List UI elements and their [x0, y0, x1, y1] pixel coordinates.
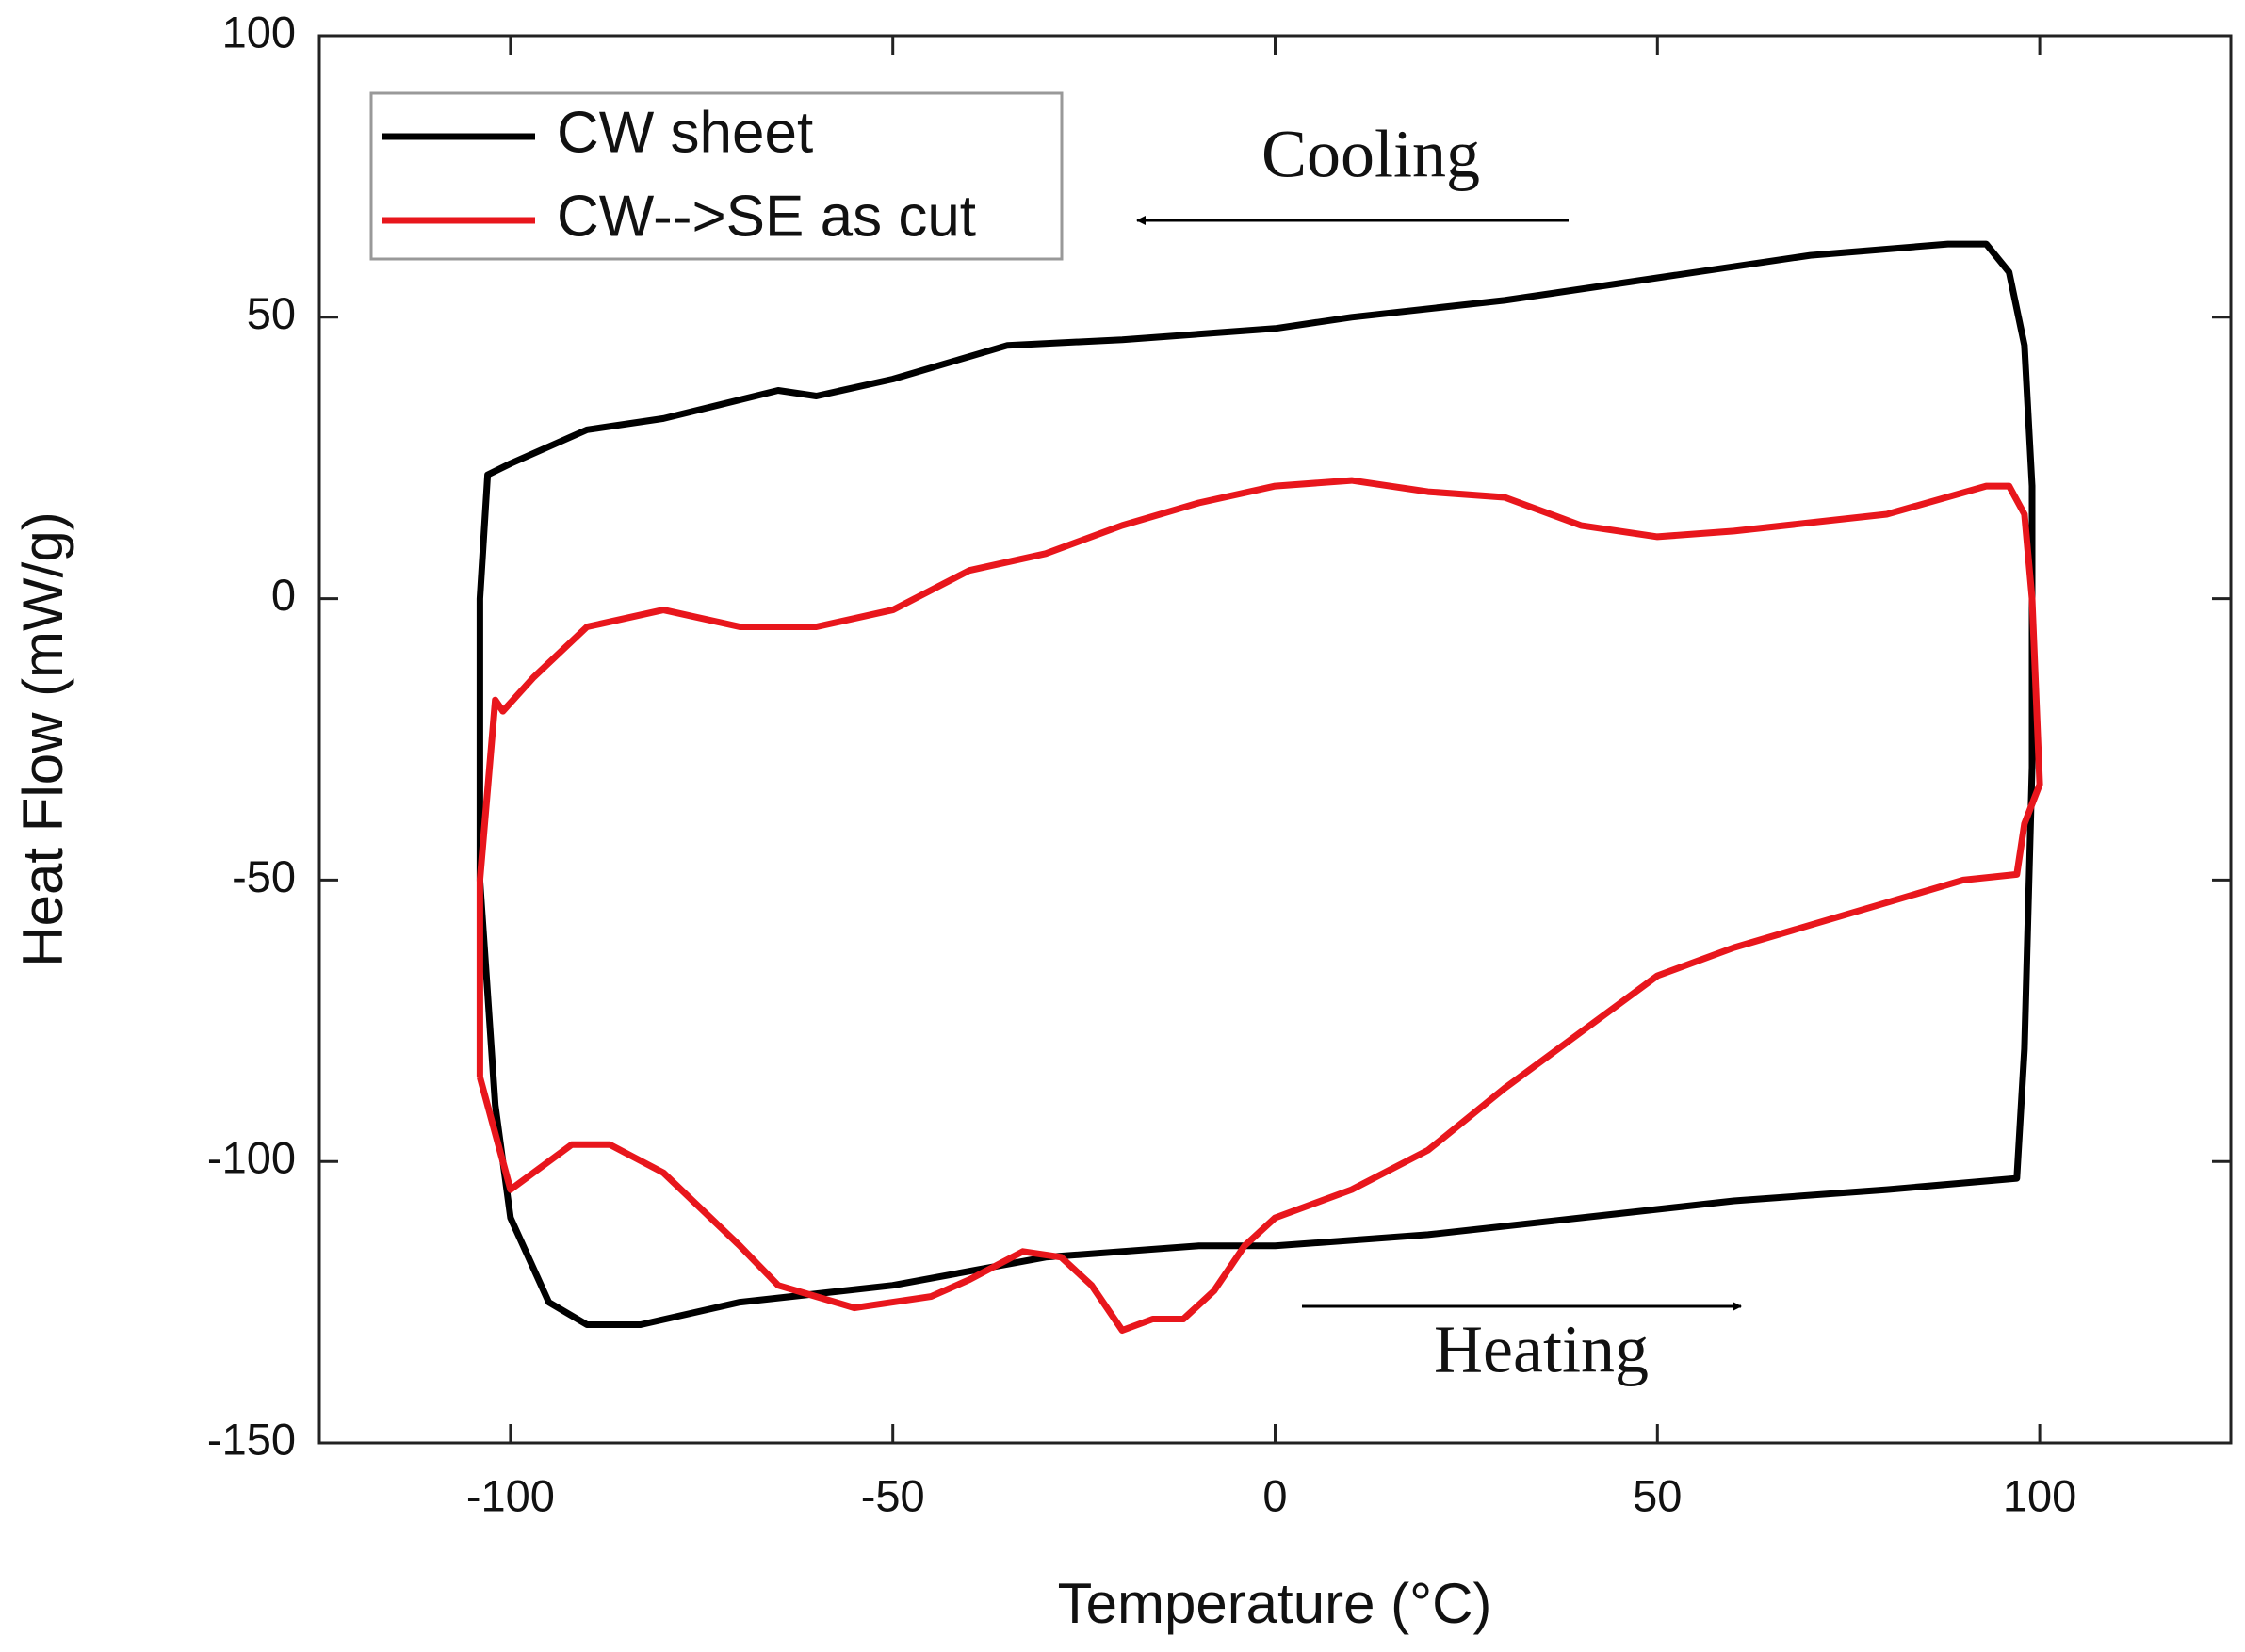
y-tick-label: 0	[271, 570, 296, 620]
x-tick-label: 0	[1262, 1470, 1287, 1520]
y-tick-label: 50	[247, 288, 296, 338]
y-tick-label: -150	[207, 1414, 296, 1464]
legend-label: CW sheet	[557, 100, 813, 165]
y-tick-label: -50	[232, 851, 296, 901]
x-axis-label: Temperature (°C)	[1058, 1572, 1492, 1635]
annotation: Heating	[1434, 1312, 1649, 1387]
x-tick-label: -50	[861, 1470, 925, 1520]
data-line	[476, 240, 2036, 1328]
legend-label: CW-->SE as cut	[557, 184, 976, 249]
x-tick-label: -100	[466, 1470, 555, 1520]
annotation: Cooling	[1261, 117, 1480, 192]
data-line	[476, 477, 2043, 1334]
x-tick-label: 50	[1633, 1470, 1682, 1520]
legend: CW sheet CW-->SE as cut	[369, 91, 1064, 261]
x-tick-label: 100	[2003, 1470, 2076, 1520]
y-tick-label: 100	[222, 7, 296, 57]
y-tick-label: -100	[207, 1133, 296, 1183]
y-axis-label: Heat Flow (mW/g)	[11, 511, 74, 966]
legend-box	[369, 91, 1064, 261]
